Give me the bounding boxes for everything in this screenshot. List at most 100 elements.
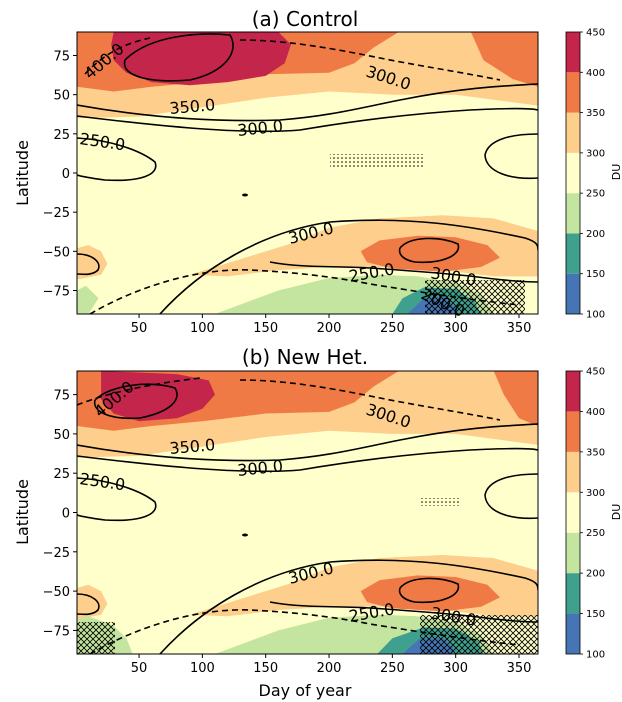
contour-line: [77, 477, 157, 522]
y-tick-label: −50: [43, 585, 70, 600]
contour-line: [77, 447, 538, 473]
colorbar-frame: [565, 31, 581, 315]
contour-line: [239, 379, 501, 421]
colorbar-tick-label: 250: [586, 528, 605, 539]
x-tick-label: 250: [380, 321, 405, 336]
contour-label: 300.0: [236, 116, 284, 140]
colorbar: 100 150 200 250 300 350 400 450: [565, 28, 605, 321]
contour-fill: [77, 584, 108, 620]
x-tick-label: 350: [507, 321, 532, 336]
contour-line: [77, 253, 100, 276]
colorbar-segment: [566, 72, 580, 113]
contour-line: [398, 237, 460, 264]
contour-fill: [360, 575, 500, 612]
colorbar-tick-label: 450: [586, 28, 605, 39]
y-tick-label: 50: [53, 89, 70, 104]
y-tick-label: 0: [62, 507, 70, 522]
contour-fill: [77, 285, 99, 314]
contour-label: 350.0: [169, 95, 216, 118]
x-tick-label: 300: [443, 321, 468, 336]
contour-label: 300.0: [236, 456, 284, 480]
colorbar-segment: [566, 451, 580, 493]
x-tick-label: 150: [253, 661, 278, 676]
colorbar-segment: [566, 112, 580, 153]
colorbar-segment: [566, 613, 580, 654]
stippled-region: [330, 154, 425, 168]
contour-line: [484, 473, 538, 520]
y-tick-label: −25: [43, 546, 70, 561]
colorbar-tick-label: 250: [586, 189, 605, 200]
contour-lines: [77, 33, 538, 314]
contour-line: [77, 593, 100, 616]
y-tick-label: 75: [53, 389, 70, 404]
panel-a: (a) Control 400.0 300.0 350.0 300.0 250.: [13, 7, 622, 336]
contour-label: 350.0: [169, 435, 216, 458]
colorbar-segment: [566, 411, 580, 452]
colorbar-tick-label: 150: [586, 609, 605, 620]
colorbar-tick-label: 200: [586, 229, 605, 240]
colorbar-tick-label: 350: [586, 108, 605, 119]
y-tick-label: −25: [43, 206, 70, 221]
contour-line: [159, 219, 538, 314]
y-tick-label: −75: [43, 624, 70, 639]
chart-title: (b) New Het.: [242, 345, 368, 369]
colorbar-segment: [566, 32, 580, 73]
contour-line: [398, 577, 460, 604]
y-tick-label: 0: [62, 167, 70, 182]
colorbar-segment: [566, 152, 580, 194]
stippled-region: [420, 498, 460, 506]
colorbar-segment: [566, 573, 580, 614]
hatched-region: [420, 615, 538, 654]
contour-fill: [111, 32, 291, 86]
y-axis-label: Latitude: [13, 140, 32, 206]
contour-fill: [470, 32, 538, 87]
contour-fill: [77, 245, 108, 280]
colorbar-tick-label: 300: [586, 148, 605, 159]
panel-b: (b) New Het. 400.0 300.0 350.0 300.0: [13, 345, 622, 700]
colorbar-tick-label: 400: [586, 68, 605, 79]
colorbar-segment: [566, 233, 580, 274]
x-tick-label: 150: [253, 321, 278, 336]
contour-fill: [360, 235, 500, 272]
y-axis-label: Latitude: [13, 479, 32, 545]
y-tick-label: 25: [53, 467, 70, 482]
colorbar-segment: [566, 371, 580, 412]
colorbar-label: DU: [610, 504, 622, 521]
x-tick-label: 200: [317, 321, 342, 336]
colorbar-segment: [566, 492, 580, 533]
colorbar-tick-label: 350: [586, 447, 605, 458]
x-tick-label: 200: [317, 661, 342, 676]
x-tick-label: 300: [443, 661, 468, 676]
contour-line: [159, 559, 538, 654]
contour-line: [484, 133, 538, 180]
y-tick-label: −75: [43, 285, 70, 300]
y-tick-label: 75: [53, 50, 70, 65]
y-tick-label: 50: [53, 428, 70, 443]
colorbar-tick-label: 100: [586, 650, 605, 661]
contour-line: [77, 423, 538, 462]
x-tick-label: 100: [190, 661, 215, 676]
colorbar-tick-label: 450: [586, 367, 605, 378]
colorbar-tick-label: 100: [586, 310, 605, 321]
contour-line: [77, 137, 157, 182]
filled-contours: [77, 32, 538, 314]
x-tick-label: 50: [131, 661, 148, 676]
contour-fill: [493, 371, 538, 426]
contour-line: [77, 377, 201, 406]
contour-line: [77, 107, 538, 133]
colorbar-tick-label: 200: [586, 569, 605, 580]
x-tick-label: 50: [131, 321, 148, 336]
contour-line: [239, 39, 501, 81]
contour-line: [84, 37, 151, 75]
colorbar: 100 150 200 250 300 350 400 450: [565, 367, 605, 661]
x-tick-label: 100: [190, 321, 215, 336]
y-tick-label: −50: [43, 245, 70, 260]
contour-line: [94, 383, 178, 420]
contour-fill: [101, 371, 215, 422]
colorbar-segment: [566, 532, 580, 574]
colorbar-frame: [565, 370, 581, 655]
colorbar-label: DU: [610, 164, 622, 181]
